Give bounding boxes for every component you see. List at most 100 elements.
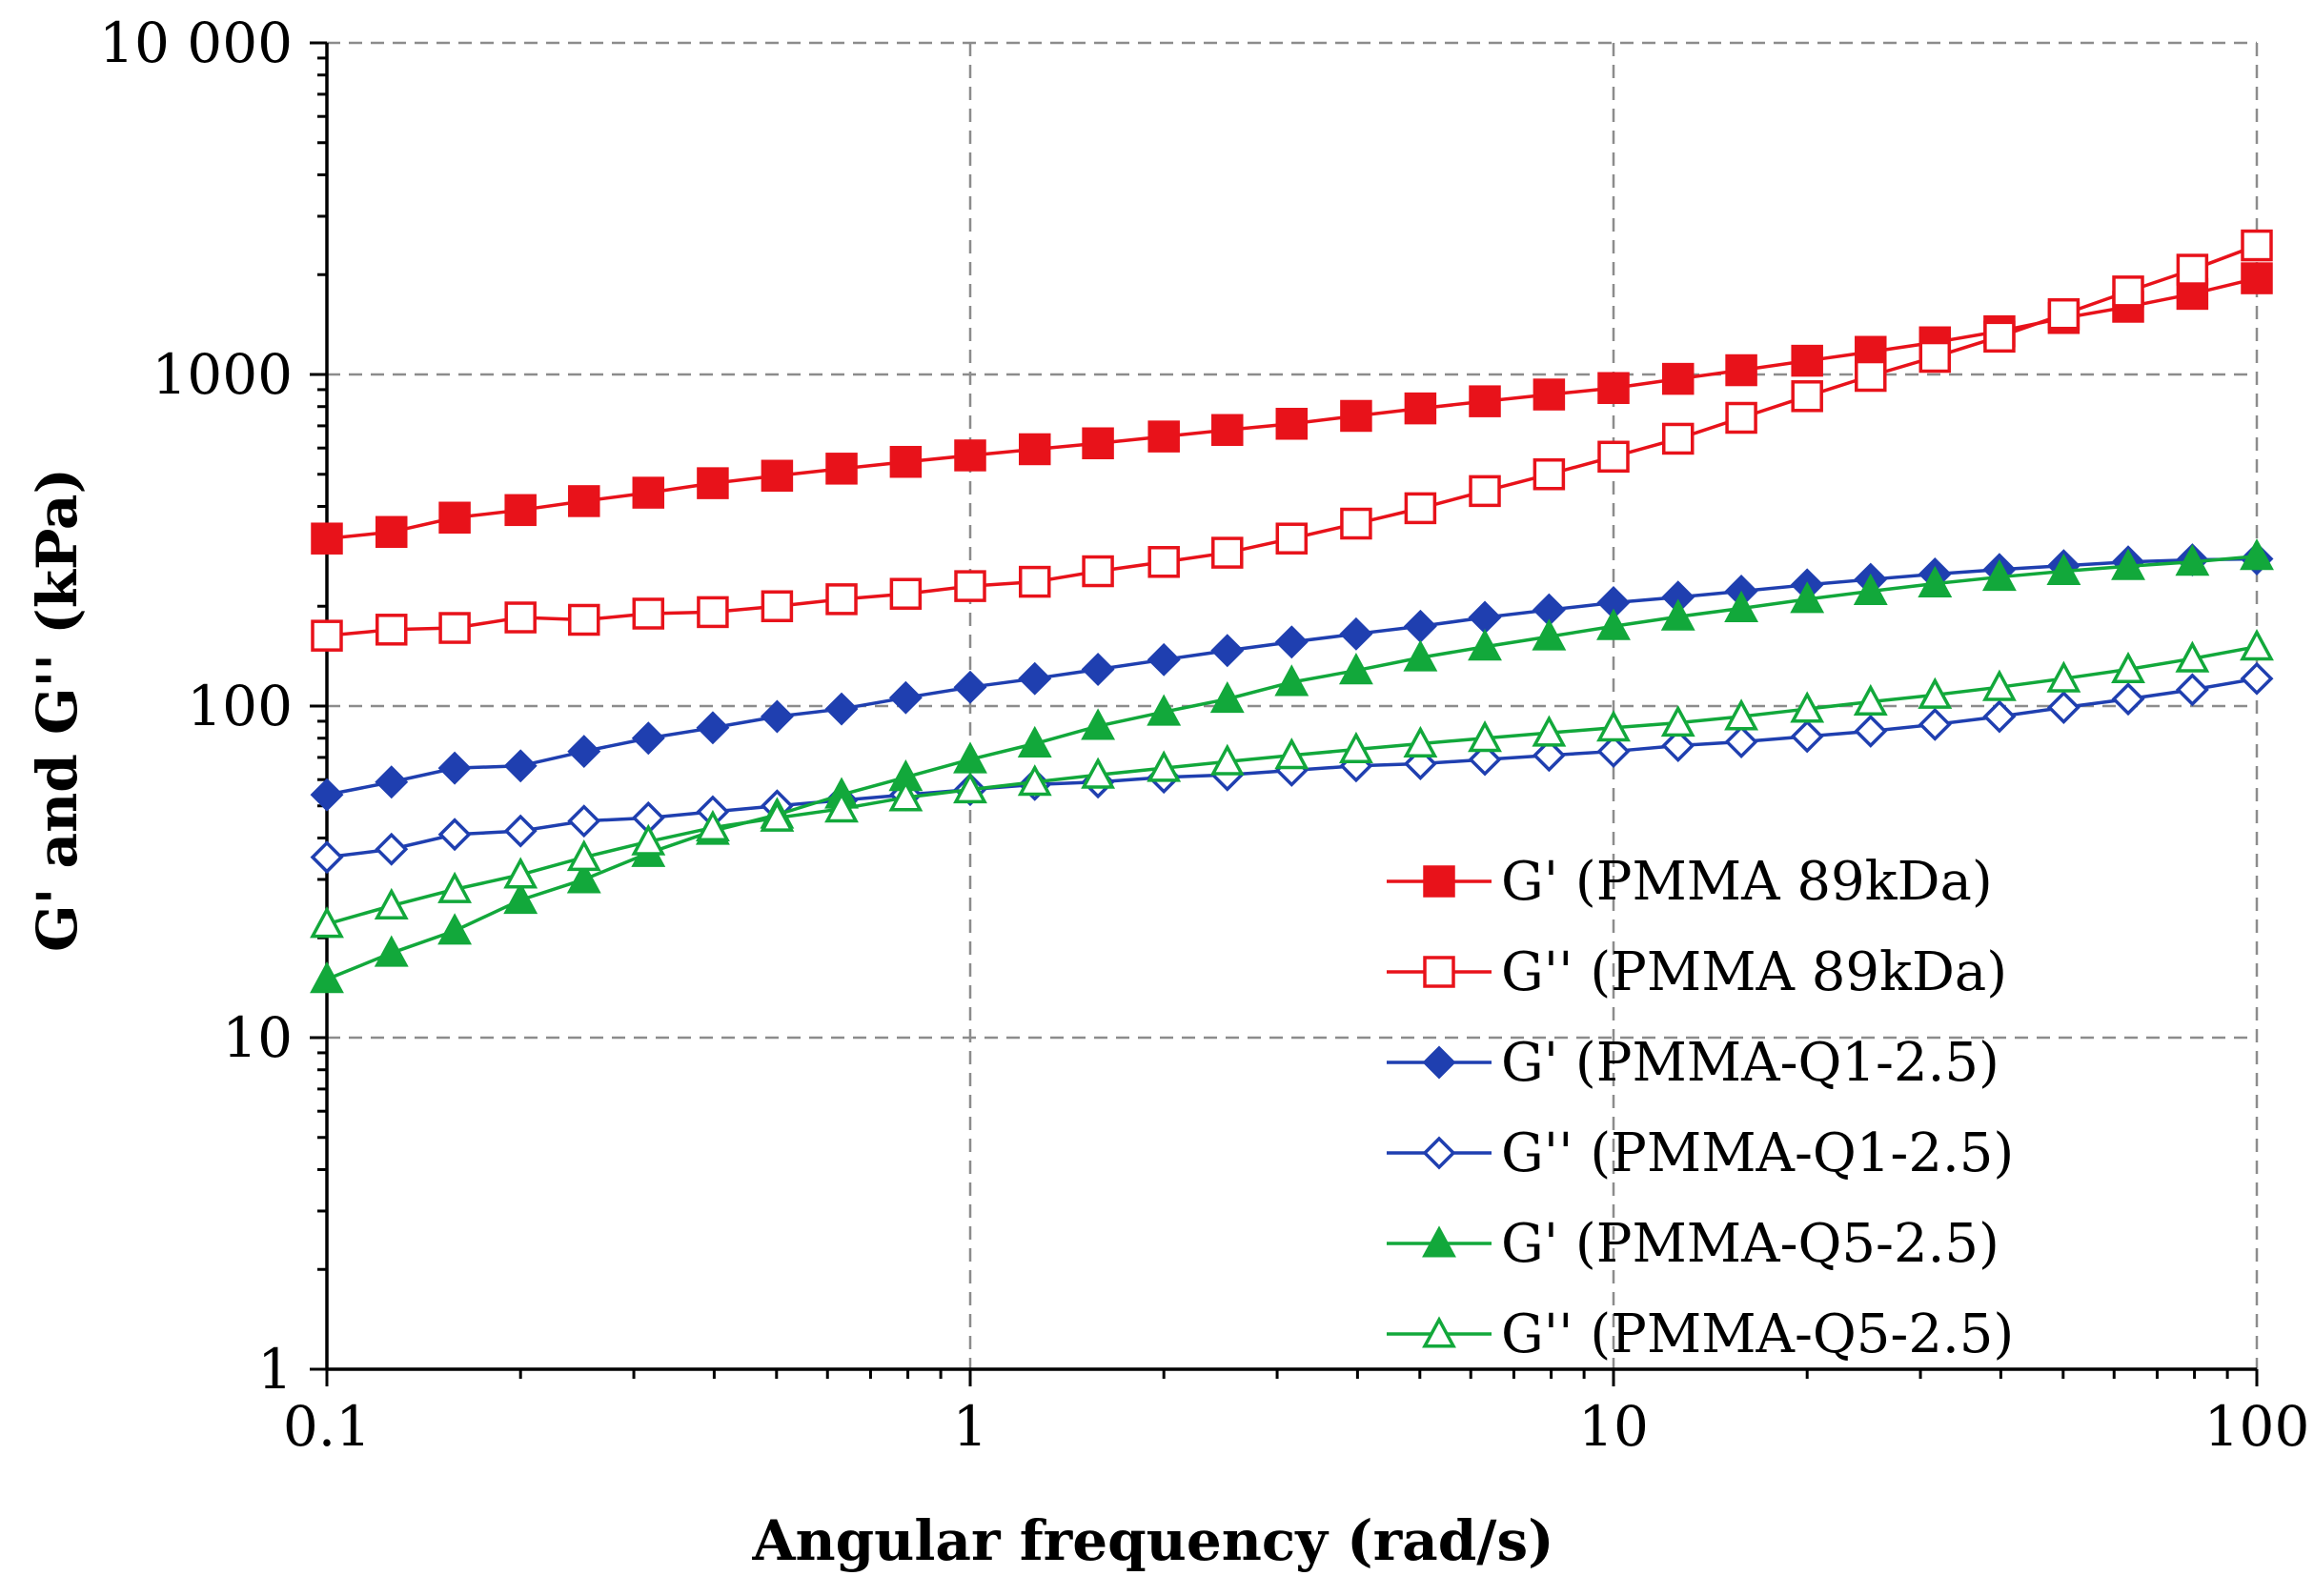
data-point [631,823,666,856]
data-point [1725,401,1757,434]
data-point [1790,581,1825,614]
legend-label: G' (PMMA-Q1-2.5) [1501,1032,1999,1094]
legend-entry: G' (PMMA 89kDa) [1387,851,1993,913]
data-point [1660,704,1695,737]
data-point [1660,598,1695,631]
legend-marker [1422,1225,1456,1258]
data-point [1404,392,1437,425]
data-point [504,494,537,527]
data-point [1854,714,1888,748]
data-point [953,771,987,804]
data-point [1596,735,1631,769]
data-point [2241,262,2273,294]
legend-entry: G'' (PMMA 89kDa) [1387,941,2007,1003]
data-point [310,840,344,875]
data-point [1018,661,1052,696]
data-point [695,809,730,842]
legend-marker [1423,956,1455,988]
data-point [438,612,471,644]
data-point [1532,738,1566,773]
x-tick-label: 0.1 [283,1394,371,1459]
data-point [1147,694,1182,726]
data-point [1532,715,1567,747]
data-point [697,596,729,629]
data-point [824,791,859,823]
data-point [1082,427,1114,459]
legend-marker [1422,1316,1456,1348]
data-point [1533,378,1566,411]
legend-entry: G' (PMMA-Q5-2.5) [1387,1213,1999,1275]
data-point [889,445,923,478]
data-point [374,935,409,967]
legend-entry: G'' (PMMA-Q5-2.5) [1387,1303,2014,1365]
data-point [825,453,858,485]
data-point [2176,253,2209,286]
data-point [1918,707,1952,741]
x-tick-label: 100 [2204,1394,2310,1459]
data-point [2241,229,2273,262]
data-point [2047,297,2081,331]
legend-marker [1422,1136,1456,1170]
data-point [1597,440,1630,474]
data-point [504,601,537,634]
data-point [2175,544,2210,576]
data-point [1275,408,1309,440]
data-point [1596,710,1631,742]
data-point [568,485,600,517]
data-point [1017,764,1052,797]
data-point [1724,725,1758,759]
data-point [824,692,859,726]
data-point [1338,731,1373,764]
data-point [1147,642,1181,677]
y-tick-label: 1 [257,1337,293,1402]
data-point [954,570,986,602]
data-point [1019,565,1051,598]
data-point [1209,743,1245,776]
data-point [1597,372,1630,405]
data-point [1532,618,1567,651]
data-point [310,961,344,994]
legend-entry: G' (PMMA-Q1-2.5) [1387,1032,1999,1094]
data-point [888,779,924,812]
data-point [1147,750,1182,782]
data-point [1211,536,1244,569]
data-point [1147,546,1180,578]
y-axis-title: G' and G'' (kPa) [25,468,90,952]
data-point [2046,553,2081,586]
data-point [1662,422,1695,455]
data-point [1081,653,1115,686]
legend-entry: G'' (PMMA-Q1-2.5) [1387,1122,2014,1184]
data-point [1339,616,1373,651]
data-point [1469,475,1501,508]
y-tick-label: 100 [187,674,293,738]
data-point [760,799,795,832]
data-point [1274,664,1309,697]
legend-label: G' (PMMA-Q5-2.5) [1501,1213,1999,1275]
data-point [1853,683,1888,717]
data-point [632,597,665,630]
data-point [1661,729,1695,762]
data-point [566,838,601,872]
data-point [1081,757,1116,789]
data-point [1981,558,2017,592]
data-point [1019,433,1051,466]
y-tick-label: 1000 [152,342,293,407]
data-point [568,603,600,636]
data-point [2240,661,2274,696]
data-point [1468,720,1502,753]
series-6 [310,629,2274,939]
legend-marker [1422,1045,1456,1080]
data-point [760,699,794,734]
data-point [437,818,472,852]
data-point [2111,548,2145,580]
data-point [374,887,409,920]
data-point [437,913,473,945]
data-point [567,735,601,769]
data-point [2175,640,2210,673]
data-point [761,590,794,622]
data-point [2046,691,2081,724]
data-point [1468,742,1502,777]
data-point [1274,625,1309,659]
data-point [1209,680,1245,714]
